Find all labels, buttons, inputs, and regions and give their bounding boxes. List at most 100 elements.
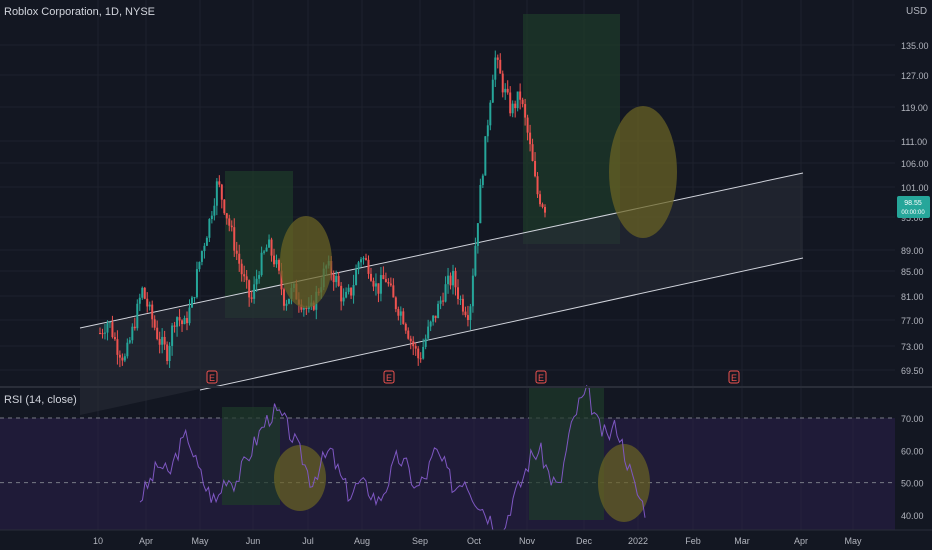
- candle-body-125: [409, 338, 412, 342]
- candle-body-138: [442, 300, 445, 302]
- candle-body-32: [178, 317, 181, 321]
- candle-body-152: [476, 223, 479, 246]
- candle-body-114: [382, 275, 385, 280]
- candle-body-6: [113, 337, 116, 340]
- candle-body-48: [218, 181, 221, 185]
- channel-upper-line: [79, 172, 804, 329]
- candle-body-121: [399, 311, 402, 316]
- rsi-green-box-2: [529, 388, 604, 520]
- candle-body-139: [444, 284, 447, 302]
- candle-body-33: [181, 320, 184, 325]
- currency-label[interactable]: USD: [906, 6, 928, 17]
- price-tick-4: 85.00: [901, 267, 924, 277]
- candle-body-115: [384, 279, 387, 282]
- price-tick-12: 135.00: [901, 41, 929, 51]
- candle-body-5: [111, 322, 114, 338]
- candle-body-94: [332, 274, 335, 283]
- candle-body-52: [228, 218, 231, 226]
- candle-body-147: [464, 311, 467, 316]
- time-axis[interactable]: 10 Apr May Jun Jul Aug Sep Oct Nov Dec 2022 Feb Mar A…: [0, 529, 932, 550]
- candle-body-1: [101, 333, 104, 335]
- candle-body-14: [133, 326, 136, 329]
- candle-body-96: [337, 276, 340, 286]
- candle-body-132: [427, 326, 430, 339]
- earnings-box-0: [206, 370, 218, 384]
- price-ellipse-1: [280, 216, 332, 308]
- candle-body-76: [287, 298, 290, 304]
- candle-body-109: [369, 273, 372, 281]
- chart-title: Roblox Corporation, 1D, NYSE: [4, 6, 156, 18]
- earnings-label-1: E: [386, 373, 392, 383]
- candle-body-122: [402, 311, 405, 324]
- candle-body-149: [469, 306, 472, 321]
- candle-body-18: [143, 287, 146, 299]
- price-tick-10: 119.00: [901, 103, 928, 113]
- candle-body-108: [367, 259, 370, 274]
- earnings-box-2: [535, 370, 547, 384]
- candle-body-110: [372, 280, 375, 287]
- candle-body-175: [534, 160, 537, 177]
- candle-body-58: [243, 274, 246, 277]
- candle-body-116: [387, 281, 390, 284]
- candle-body-131: [424, 338, 427, 347]
- earnings-label-0: E: [209, 373, 215, 383]
- candle-body-26: [163, 336, 166, 345]
- candle-body-69: [270, 239, 273, 256]
- badge-bg: [897, 196, 930, 218]
- candle-body-124: [407, 330, 410, 339]
- price-axis[interactable]: 69.5073.0077.0081.0085.0089.0095.00101.0…: [895, 0, 932, 530]
- earnings-label-3: E: [731, 373, 737, 383]
- rsi-tick-0: 40.00: [901, 511, 924, 521]
- candle-body-35: [186, 318, 189, 324]
- candle-body-148: [466, 315, 469, 321]
- trend-channel[interactable]: [79, 172, 804, 415]
- candle-body-53: [230, 225, 233, 228]
- candle-body-47: [215, 181, 218, 206]
- time-axis-bg: [0, 530, 932, 550]
- candle-body-51: [225, 213, 228, 219]
- time-tick-6: Sep: [412, 536, 428, 546]
- candle-body-49: [220, 184, 223, 200]
- candle-body-130: [422, 346, 425, 359]
- candle-body-67: [265, 247, 268, 252]
- candle-body-86: [312, 302, 315, 310]
- candle-body-145: [459, 298, 462, 300]
- candle-body-158: [491, 79, 494, 103]
- candle-body-120: [397, 309, 400, 316]
- candle-body-20: [148, 304, 151, 307]
- candle-body-160: [496, 57, 499, 60]
- price-tick-5: 89.00: [901, 246, 924, 256]
- ellipse-annotations[interactable]: [280, 106, 677, 308]
- candle-body-150: [471, 275, 474, 307]
- candle-body-107: [365, 258, 368, 260]
- candle-body-36: [188, 307, 191, 324]
- candle-body-154: [481, 175, 484, 185]
- candle-body-103: [355, 269, 358, 285]
- rsi-line: [139, 384, 646, 543]
- candle-body-3: [106, 323, 109, 333]
- candle-body-97: [340, 285, 343, 302]
- price-tick-8: 106.00: [901, 159, 929, 169]
- time-tick-2: May: [191, 536, 209, 546]
- candle-body-126: [412, 341, 415, 347]
- candle-body-44: [208, 219, 211, 238]
- candle-body-9: [121, 357, 124, 361]
- candle-body-143: [454, 270, 457, 288]
- time-tick-4: Jul: [302, 536, 314, 546]
- candle-body-17: [141, 287, 144, 298]
- candle-body-166: [511, 103, 514, 114]
- candle-body-12: [128, 340, 131, 343]
- channel-fill: [80, 173, 803, 415]
- candle-body-123: [404, 323, 407, 331]
- candle-body-68: [268, 239, 271, 248]
- candle-body-71: [275, 260, 278, 265]
- candle-body-118: [392, 285, 395, 298]
- candle-body-100: [347, 287, 350, 292]
- candle-body-144: [456, 287, 459, 299]
- candle-body-128: [417, 348, 420, 359]
- candle-body-174: [531, 144, 534, 161]
- candle-body-136: [437, 303, 440, 319]
- candle-body-117: [389, 283, 392, 286]
